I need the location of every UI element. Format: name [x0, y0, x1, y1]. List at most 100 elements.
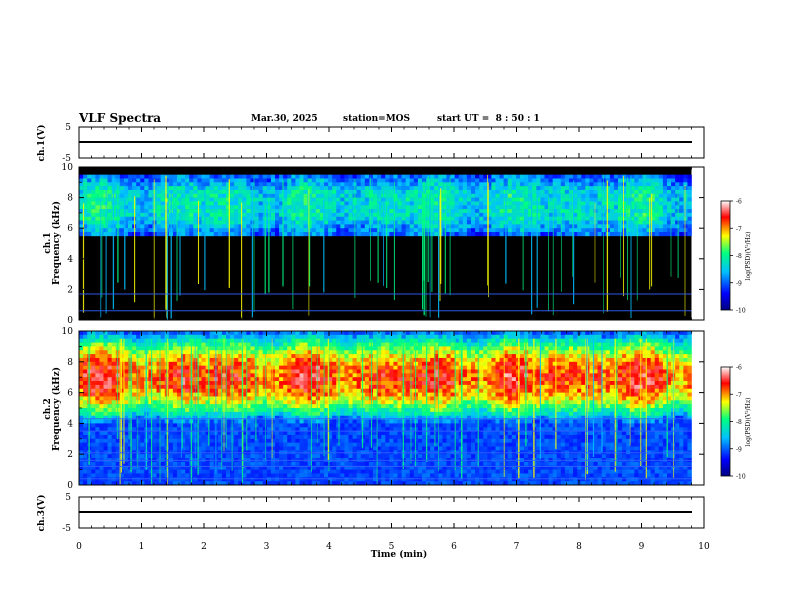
spectrogram-cell	[99, 419, 104, 424]
spectrogram-cell	[156, 377, 161, 382]
spectrogram-cell	[385, 212, 390, 218]
spectrogram-cell	[119, 408, 125, 413]
spectrogram-cell	[246, 365, 251, 370]
spectrogram-cell	[279, 201, 284, 206]
spectrogram-cell	[585, 232, 590, 237]
spectrogram-cell	[291, 228, 296, 233]
spectrogram-cell	[172, 365, 178, 370]
spectrogram-cell	[140, 377, 145, 382]
spectrogram-cell	[181, 334, 186, 339]
spectrogram-cell	[487, 189, 492, 195]
spectrogram-cell	[132, 186, 137, 191]
spectrogram-cell	[397, 212, 402, 218]
spectrogram-cell	[128, 361, 133, 366]
spectrogram-cell	[634, 193, 639, 198]
spectrogram-cell	[275, 201, 280, 206]
spectrogram-cell	[119, 212, 125, 218]
spectrogram-cell	[581, 178, 586, 183]
spectrogram-cell	[319, 427, 325, 432]
spectrogram-cell	[279, 182, 284, 187]
spectrogram-cell	[148, 481, 153, 485]
spectrogram-cell	[311, 465, 317, 470]
spectrogram-cell	[197, 365, 202, 370]
spectrogram-cell	[238, 346, 243, 351]
spectrogram-cell	[160, 473, 166, 478]
spectrogram-cell	[279, 331, 284, 336]
spectrogram-cell	[520, 186, 525, 191]
spectrogram-cell	[132, 438, 137, 443]
spectrogram-cell	[466, 216, 472, 221]
spectrogram-cell	[250, 427, 255, 432]
spectrogram-cell	[250, 408, 255, 413]
spectrogram-cell	[156, 411, 161, 416]
spectrogram-cell	[177, 209, 182, 214]
spectrogram-cell	[123, 346, 129, 351]
spectrogram-cell	[177, 224, 182, 229]
spectrogram-cell	[242, 232, 247, 237]
spectrogram-cell	[450, 212, 455, 218]
spectrogram-cell	[270, 361, 276, 366]
spectrogram-cell	[226, 178, 231, 183]
spectrogram-cell	[299, 434, 304, 440]
spectrogram-cell	[266, 354, 272, 359]
spectrogram-cell	[197, 427, 202, 432]
spectrogram-cell	[524, 228, 529, 233]
spectrogram-cell	[336, 193, 341, 198]
spectrogram-cell	[119, 354, 125, 359]
spectrogram-cell	[177, 442, 182, 447]
spectrogram-cell	[160, 400, 166, 405]
spectrogram-cell	[446, 197, 451, 202]
spectrogram-cell	[266, 189, 272, 195]
spectrogram-cell	[687, 220, 692, 225]
spectrogram-cell	[654, 189, 660, 195]
spectrogram-cell	[197, 346, 202, 351]
spectrogram-cell	[315, 431, 321, 436]
spectrogram-cell	[299, 384, 304, 390]
spectrogram-cell	[103, 477, 108, 482]
spectrogram-cell	[360, 178, 366, 183]
spectrogram-cell	[613, 224, 619, 229]
spectrogram-cell	[156, 346, 161, 351]
spectrogram-cell	[585, 182, 590, 187]
spectrogram-cell	[197, 212, 202, 218]
spectrogram-cell	[422, 174, 427, 179]
spectrogram-cell	[205, 338, 210, 343]
spectrogram-cell	[262, 373, 268, 378]
spectrogram-cell	[295, 331, 300, 336]
spectrogram-cell	[450, 232, 455, 237]
spectrogram-cell	[156, 174, 161, 179]
spectrogram-cell	[242, 381, 247, 386]
spectrogram-cell	[658, 178, 664, 183]
spectrogram-cell	[197, 224, 202, 229]
spectrogram-cell	[221, 481, 227, 485]
spectrogram-cell	[401, 220, 406, 225]
spectrogram-cell	[283, 400, 288, 405]
spectrogram-cell	[319, 209, 325, 214]
spectrogram-cell	[177, 174, 182, 179]
spectrogram-cell	[148, 205, 153, 210]
spectrogram-cell	[291, 346, 296, 351]
spectrogram-cell	[569, 205, 574, 210]
spectrogram-cell	[287, 209, 292, 214]
spectrogram-cell	[148, 427, 153, 432]
spectrogram-cell	[275, 178, 280, 183]
spectrogram-cell	[99, 357, 104, 363]
spectrogram-cell	[242, 396, 247, 401]
spectrogram-cell	[295, 415, 300, 420]
spectrogram-cell	[136, 373, 141, 378]
spectrogram-cell	[311, 411, 317, 416]
spectrogram-cell	[626, 228, 631, 233]
spectrogram-cell	[283, 381, 288, 386]
spectrogram-cell	[254, 481, 259, 485]
spectrogram-cell	[319, 201, 325, 206]
spectrogram-cell	[679, 216, 684, 221]
spectrogram-cell	[87, 216, 92, 221]
spectrogram-cell	[83, 189, 88, 195]
spectrogram-cell	[589, 205, 594, 210]
spectrogram-cell	[311, 392, 317, 397]
spectrogram-cell	[266, 178, 272, 183]
spectrogram-cell	[103, 423, 108, 428]
spectrogram-cell	[315, 461, 321, 467]
spectrogram-cell	[238, 197, 243, 202]
spectrogram-cell	[397, 189, 402, 195]
